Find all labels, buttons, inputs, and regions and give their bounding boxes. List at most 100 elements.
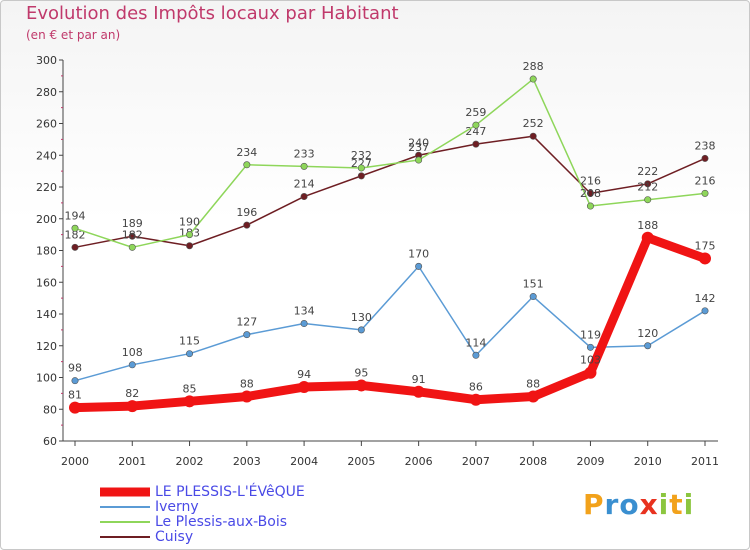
y-tick-label: 300 [36, 54, 57, 67]
legend-swatch-le-plessis-aux-bois [100, 521, 150, 523]
logo-letter: i [683, 488, 695, 521]
data-label: 108 [122, 346, 143, 359]
data-point [529, 293, 537, 301]
legend-label-cuisy: Cuisy [155, 529, 194, 545]
chart-title: Evolution des Impôts locaux par Habitant [26, 3, 399, 24]
data-point [71, 224, 79, 232]
data-point [183, 395, 196, 408]
data-label: 134 [294, 305, 315, 318]
data-point [586, 202, 594, 210]
data-point [701, 189, 709, 197]
data-label: 214 [294, 178, 315, 191]
data-point [71, 377, 79, 385]
logo-letter: t [669, 488, 684, 521]
data-label: 188 [637, 219, 658, 232]
data-label: 233 [294, 147, 315, 160]
data-point [586, 343, 594, 351]
data-point [472, 121, 480, 129]
data-label: 86 [469, 381, 483, 394]
data-point [355, 379, 368, 392]
legend-swatch-iverny [100, 506, 150, 508]
data-point [699, 252, 711, 265]
x-tick-label: 2006 [405, 455, 433, 468]
x-tick-label: 2010 [634, 455, 662, 468]
data-label: 94 [297, 368, 311, 381]
data-point [240, 390, 253, 403]
data-label: 216 [695, 174, 716, 187]
data-point [126, 400, 139, 413]
logo-letter: i [658, 488, 670, 521]
series-line [74, 78, 706, 249]
x-tick-label: 2001 [118, 455, 146, 468]
data-label: 216 [580, 174, 601, 187]
data-point [644, 180, 652, 188]
data-point [586, 189, 594, 197]
data-label: 151 [523, 278, 544, 291]
y-tick-label: 140 [36, 308, 57, 321]
data-label: 120 [637, 327, 658, 340]
data-point [69, 401, 81, 414]
y-tick-label: 160 [36, 276, 57, 289]
data-label: 238 [695, 139, 716, 152]
data-point [243, 331, 251, 339]
data-label: 259 [465, 106, 486, 119]
data-label: 85 [183, 382, 197, 395]
logo-letter: x [639, 488, 659, 521]
chart-subtitle: (en € et par an) [26, 28, 121, 42]
data-point [357, 172, 365, 180]
data-point [415, 262, 423, 270]
x-tick-label: 2005 [347, 455, 375, 468]
x-tick-label: 2002 [176, 455, 204, 468]
data-point [357, 326, 365, 334]
legend-label-le-plessis-aux-bois: Le Plessis-aux-Bois [155, 514, 288, 530]
y-tick-label: 280 [36, 86, 57, 99]
data-label: 240 [408, 136, 429, 149]
data-point [412, 385, 425, 398]
data-point [300, 193, 308, 201]
series-line [70, 233, 710, 413]
data-point [584, 366, 597, 379]
data-point [641, 231, 654, 244]
y-tick-label: 60 [43, 435, 57, 448]
data-label: 252 [523, 117, 544, 130]
data-point [243, 161, 251, 169]
data-label: 114 [465, 336, 486, 349]
data-point [243, 221, 251, 229]
data-point [701, 307, 709, 315]
y-tick-label: 200 [36, 213, 57, 226]
y-tick-label: 260 [36, 118, 57, 131]
data-point [469, 393, 482, 406]
y-tick-label: 180 [36, 245, 57, 258]
data-point [644, 342, 652, 350]
data-label: 208 [580, 187, 601, 200]
data-label: 91 [412, 373, 426, 386]
data-point [644, 196, 652, 204]
data-label: 190 [179, 216, 200, 229]
data-label: 288 [523, 60, 544, 73]
proxiti-logo: Proxiti [583, 488, 694, 521]
data-point [527, 390, 540, 403]
data-label: 212 [637, 181, 658, 194]
y-tick-label: 80 [43, 403, 57, 416]
x-tick-label: 2007 [462, 455, 490, 468]
data-point [300, 162, 308, 170]
legend-swatch-le-plessis-leveque [100, 487, 150, 497]
data-label: 175 [695, 239, 716, 252]
data-label: 142 [695, 292, 716, 305]
data-point [472, 140, 480, 148]
x-tick-label: 2004 [290, 455, 318, 468]
data-point [529, 132, 537, 140]
y-tick-label: 220 [36, 181, 57, 194]
x-tick-label: 2000 [61, 455, 89, 468]
x-tick-label: 2009 [576, 455, 604, 468]
y-tick-label: 240 [36, 149, 57, 162]
legend-label-iverny: Iverny [155, 499, 199, 515]
data-label: 222 [637, 165, 658, 178]
data-label: 95 [354, 366, 368, 379]
x-tick-label: 2003 [233, 455, 261, 468]
data-point [128, 361, 136, 369]
y-tick-label: 100 [36, 372, 57, 385]
data-label: 88 [526, 378, 540, 391]
